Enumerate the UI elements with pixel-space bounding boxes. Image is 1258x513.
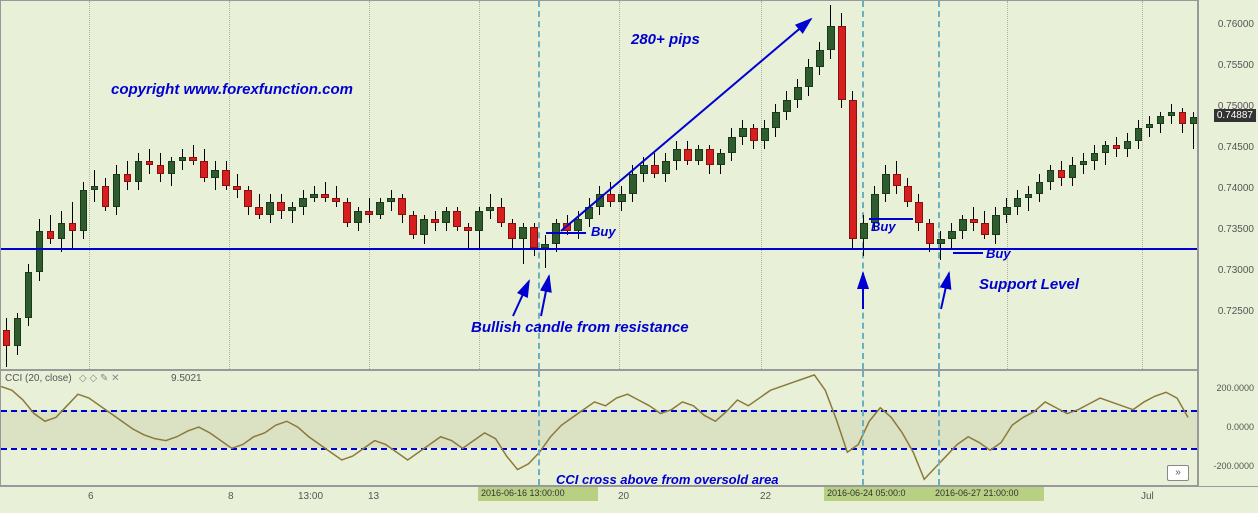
bullish-text: Bullish candle from resistance (471, 319, 689, 336)
cci-note-text: CCI cross above from oversold area (556, 472, 779, 487)
bullish-arrow1 (513, 281, 529, 316)
cci-yaxis: 200.00000.0000-200.0000 (1198, 370, 1258, 486)
time-band: 2016-06-27 21:00:00 (932, 487, 1044, 501)
buy3-text: Buy (986, 246, 1011, 261)
price-yaxis: 0.760000.755000.750000.745000.740000.735… (1198, 0, 1258, 370)
cci-indicator-panel[interactable]: CCI (20, close) ◇ ◇ ✎ ✕ 9.5021 » (0, 370, 1198, 486)
buy1-text: Buy (591, 224, 616, 239)
scroll-right-button[interactable]: » (1167, 465, 1189, 481)
support-arrow2 (941, 273, 949, 309)
event-vline (862, 1, 864, 369)
time-band: 2016-06-16 13:00:00 (478, 487, 598, 501)
copyright-text: copyright www.forexfunction.com (111, 81, 353, 98)
time-xaxis: 6813:001315202229Jul2016-06-16 13:00:002… (0, 486, 1258, 512)
time-band: 2016-06-24 05:00:0 (824, 487, 932, 501)
pips-text: 280+ pips (631, 31, 700, 48)
buy2-text: Buy (871, 219, 896, 234)
event-vline (938, 1, 940, 369)
bullish-arrow2 (541, 276, 549, 316)
event-vline (538, 1, 540, 369)
current-price-tag: 0.74887 (1214, 109, 1256, 122)
support-text: Support Level (979, 276, 1079, 293)
price-chart[interactable]: copyright www.forexfunction.com 280+ pip… (0, 0, 1198, 370)
support-level-line (1, 248, 1197, 250)
cci-line (1, 371, 1199, 487)
